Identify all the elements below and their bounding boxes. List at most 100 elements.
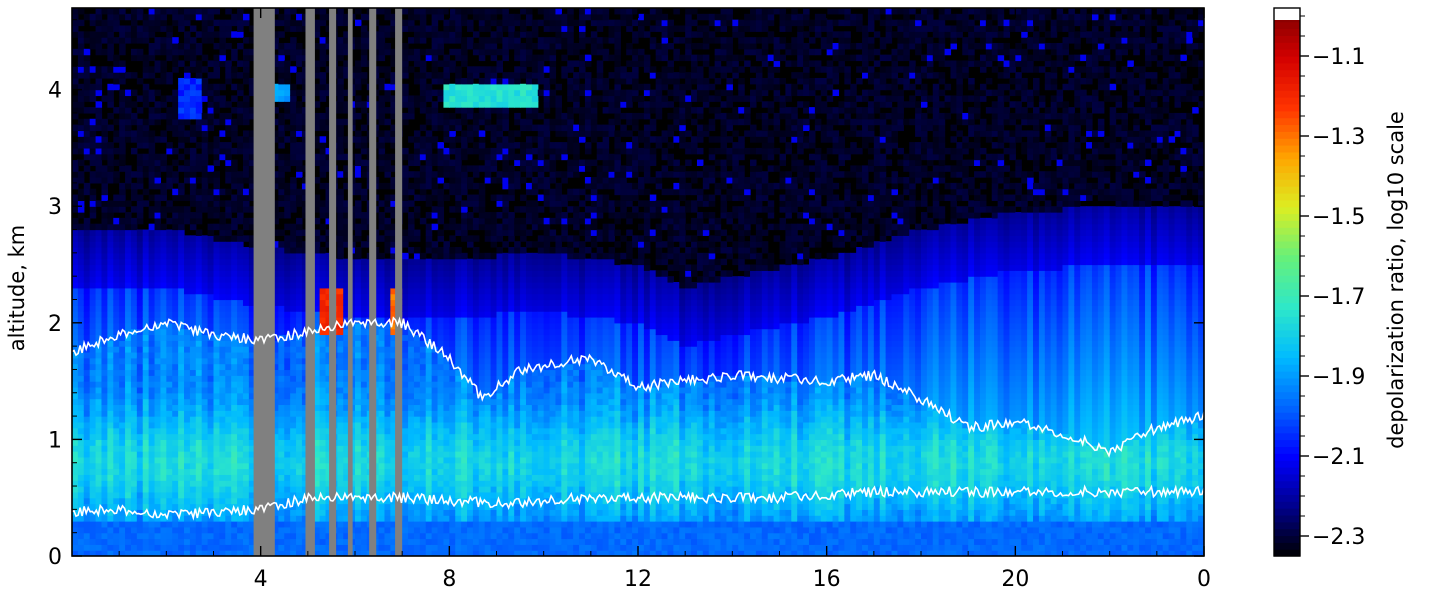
heatmap-cell [207, 503, 215, 510]
heatmap-cell [425, 177, 433, 184]
heatmap-cell [248, 322, 256, 330]
heatmap-cell [237, 503, 244, 510]
heatmap-cell [390, 206, 397, 213]
heatmap-cell [107, 398, 114, 406]
heatmap-cell [425, 212, 433, 219]
heatmap-cell [195, 445, 203, 452]
heatmap-cell [130, 282, 138, 289]
heatmap-cell [225, 433, 232, 440]
heatmap-cell [130, 118, 138, 126]
heatmap-cell [355, 480, 362, 487]
heatmap-cell [337, 258, 344, 266]
heatmap-cell [130, 19, 138, 27]
heatmap-cell [378, 456, 386, 464]
heatmap-cell [178, 95, 185, 102]
heatmap-cell [101, 241, 108, 248]
heatmap-cell [231, 439, 238, 446]
heatmap-cell [172, 124, 179, 132]
heatmap-cell [237, 357, 244, 365]
heatmap-cell [425, 182, 433, 190]
heatmap-cell [419, 375, 427, 382]
heatmap-cell [178, 101, 185, 108]
heatmap-cell [296, 48, 303, 56]
heatmap-cell [319, 95, 327, 102]
heatmap-cell [166, 124, 173, 132]
heatmap-cell [178, 25, 185, 32]
heatmap-cell [313, 398, 321, 406]
heatmap-cell [107, 8, 114, 15]
heatmap-cell [301, 136, 309, 143]
heatmap-cell [89, 311, 97, 318]
heatmap-cell [296, 118, 303, 126]
heatmap-cell [213, 322, 220, 330]
heatmap-cell [278, 381, 285, 388]
heatmap-cell [178, 491, 185, 499]
heatmap-cell [355, 509, 362, 516]
heatmap-cell [237, 421, 244, 429]
heatmap-cell [113, 392, 120, 400]
heatmap-cell [425, 328, 433, 336]
heatmap-cell [425, 287, 433, 295]
heatmap-cell [130, 433, 138, 440]
heatmap-cell [72, 13, 79, 21]
heatmap-cell [319, 270, 327, 277]
heatmap-cell [225, 293, 232, 301]
heatmap-cell [390, 328, 397, 336]
heatmap-cell [290, 19, 297, 27]
heatmap-cell [72, 247, 79, 254]
heatmap-cell [225, 42, 232, 50]
heatmap-cell [189, 322, 197, 330]
heatmap-cell [113, 491, 120, 499]
heatmap-cell [272, 351, 279, 359]
heatmap-cell [284, 305, 291, 312]
heatmap-cell [355, 130, 362, 137]
heatmap-cell [378, 8, 386, 15]
heatmap-cell [355, 247, 362, 254]
heatmap-cell [301, 19, 309, 27]
heatmap-cell [154, 118, 162, 126]
heatmap-cell [402, 287, 409, 295]
heatmap-cell [148, 282, 156, 289]
heatmap-cell [355, 171, 362, 178]
heatmap-cell [72, 311, 79, 318]
heatmap-cell [296, 299, 303, 306]
heatmap-cell [219, 328, 226, 336]
heatmap-cell [378, 264, 386, 271]
heatmap-cell [125, 369, 132, 376]
heatmap-cell [296, 229, 303, 236]
heatmap-cell [384, 503, 391, 510]
heatmap-cell [148, 334, 156, 341]
heatmap-cell [154, 544, 162, 551]
heatmap-cell [95, 316, 103, 324]
heatmap-cell [378, 316, 386, 324]
heatmap-cell [184, 532, 191, 540]
heatmap-cell [83, 392, 91, 400]
heatmap-cell [213, 491, 220, 499]
heatmap-cell [160, 112, 167, 120]
heatmap-cell [390, 480, 397, 487]
heatmap-cell [402, 474, 409, 481]
heatmap-cell [207, 95, 215, 102]
heatmap-cell [89, 334, 97, 341]
heatmap-cell [313, 25, 321, 32]
heatmap-cell [136, 258, 144, 266]
heatmap-cell [242, 363, 250, 371]
heatmap-cell [402, 66, 409, 73]
heatmap-cell [290, 276, 297, 283]
heatmap-cell [101, 252, 108, 260]
heatmap-cell [77, 480, 85, 487]
heatmap-cell [72, 526, 79, 534]
heatmap-cell [107, 142, 114, 149]
heatmap-cell [242, 287, 250, 295]
heatmap-cell [225, 328, 232, 336]
heatmap-cell [355, 532, 362, 540]
heatmap-cell [284, 48, 291, 56]
heatmap-cell [225, 112, 232, 120]
heatmap-cell [184, 252, 191, 260]
heatmap-cell [219, 31, 226, 38]
heatmap-cell [83, 544, 91, 551]
heatmap-cell [219, 538, 226, 545]
heatmap-cell [408, 153, 415, 161]
heatmap-cell [160, 369, 167, 376]
heatmap-cell [237, 521, 244, 528]
